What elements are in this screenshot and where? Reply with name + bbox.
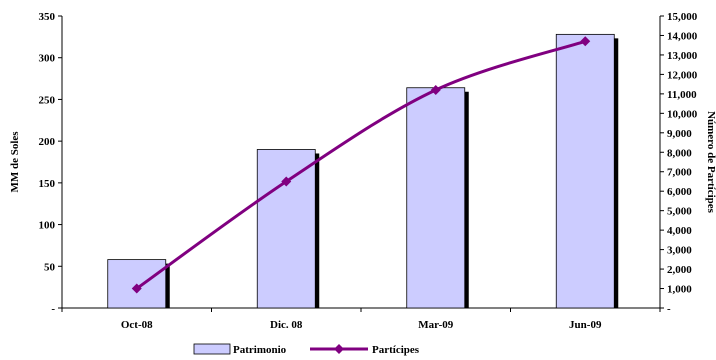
bar [256, 149, 316, 309]
line-point [281, 176, 292, 187]
legend-label: Patrimonio [233, 344, 287, 356]
right-tick-label: 12,000 [667, 69, 698, 81]
line-series [131, 36, 591, 294]
right-tick-label: 15,000 [667, 11, 698, 23]
right-tick-label: 5,000 [667, 206, 692, 218]
line-point [430, 84, 441, 95]
left-tick-label: 350 [39, 11, 56, 23]
bar [406, 87, 466, 309]
right-tick-label: 2,000 [667, 264, 692, 276]
legend: Patrimonio Partícipes [193, 343, 420, 356]
right-tick-label: 1,000 [667, 284, 692, 296]
x-tick-label: Jun-09 [569, 319, 602, 331]
right-axis: - 1,000 2,000 3,000 4,000 5,000 6,000 7,000 8,00… [659, 11, 698, 315]
right-tick-label: 9,000 [667, 128, 692, 140]
bar [555, 33, 615, 309]
left-tick-label: 250 [39, 94, 56, 106]
bar-series [107, 33, 619, 309]
y-axis-title: MM de Soles [9, 131, 21, 193]
line-point [131, 283, 142, 294]
line-point [580, 36, 591, 47]
left-tick-label: 300 [39, 53, 56, 65]
right-tick-label: - [667, 303, 671, 315]
left-axis: - 50 100 150 200 250 300 350 [39, 11, 63, 315]
x-axis: Oct-08 Dic. 08 Mar-09 Jun-09 [61, 307, 661, 331]
x-tick-label: Oct-08 [121, 319, 153, 331]
line-path [135, 39, 586, 290]
left-tick-label: 150 [39, 178, 56, 190]
legend-label: Partícipes [372, 344, 420, 356]
right-tick-label: 7,000 [667, 167, 692, 179]
right-tick-label: 3,000 [667, 245, 692, 257]
y2-axis-title: Número de Partícipes [705, 111, 716, 214]
left-tick-label: 100 [39, 220, 56, 232]
right-tick-label: 4,000 [667, 225, 692, 237]
x-tick-label: Dic. 08 [270, 319, 303, 331]
x-tick-label: Mar-09 [418, 319, 454, 331]
right-tick-label: 8,000 [667, 147, 692, 159]
left-tick-label: - [51, 303, 55, 315]
left-tick-label: 50 [44, 261, 56, 273]
right-tick-label: 13,000 [667, 50, 698, 62]
right-tick-label: 11,000 [667, 89, 697, 101]
right-tick-label: 10,000 [667, 108, 698, 120]
right-tick-label: 6,000 [667, 186, 692, 198]
left-tick-label: 200 [39, 136, 56, 148]
right-tick-label: 14,000 [667, 30, 698, 42]
legend-swatch-marker [334, 344, 344, 354]
legend-swatch-bar [193, 343, 231, 355]
